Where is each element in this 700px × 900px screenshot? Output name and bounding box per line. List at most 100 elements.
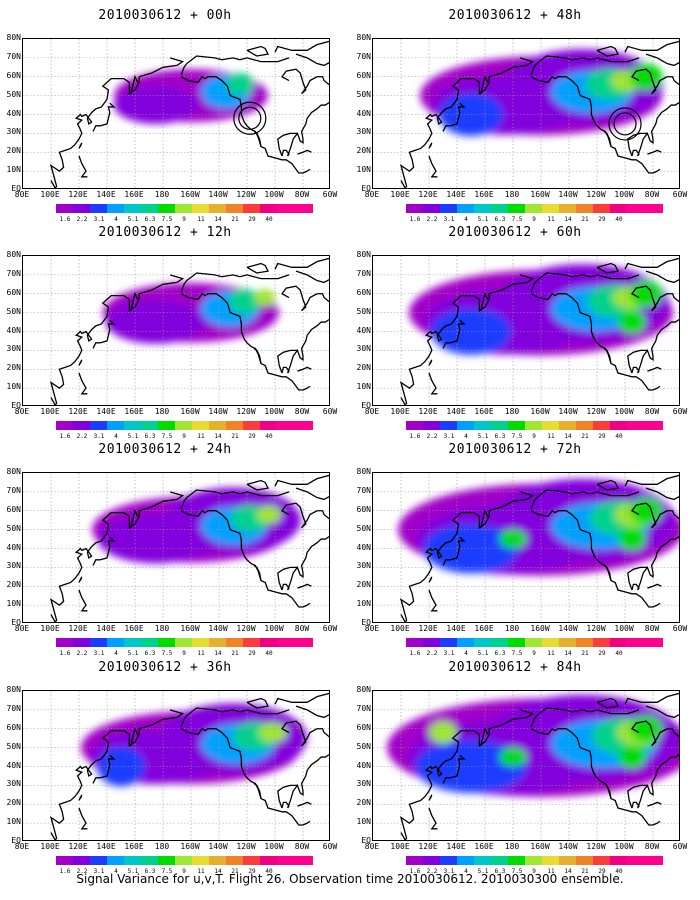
colorbar-swatch — [474, 421, 491, 430]
colorbar-swatch — [277, 204, 313, 213]
colorbar-tick-label: 21 — [581, 650, 589, 657]
lon-tick-label: 140W — [208, 190, 228, 199]
coastline — [246, 262, 269, 274]
coastline — [281, 101, 329, 157]
colorbar-tick-label: 6.3 — [144, 216, 156, 223]
colorbar-tick-label: 1.6 — [59, 650, 71, 657]
lat-tick-label: 70N — [356, 485, 371, 495]
lon-tick-label: 140E — [446, 842, 466, 851]
colorbar-tick-label: 11 — [547, 650, 555, 657]
colorbar-tick-label: 14 — [564, 868, 572, 875]
coastline — [631, 285, 679, 312]
coastline — [596, 479, 619, 491]
lon-tick-label: 120E — [418, 624, 438, 633]
colorbar-swatch — [559, 638, 576, 647]
colorbar-tick-label: 40 — [265, 216, 273, 223]
colorbar-swatch — [192, 421, 209, 430]
lat-tick-label: 50N — [356, 306, 371, 316]
coastline — [645, 487, 679, 501]
coastline — [180, 707, 290, 728]
colorbar-swatch — [73, 856, 90, 865]
lat-tick-label: 60N — [356, 287, 371, 297]
lat-tick-label: 80N — [356, 685, 371, 694]
colorbar-swatch — [457, 856, 474, 865]
lon-tick-label: 140E — [446, 407, 466, 416]
lat-tick-label: 40N — [6, 108, 21, 118]
colorbar-tick-label: 21 — [581, 433, 589, 440]
colorbar-swatch — [107, 421, 124, 430]
lon-tick-label: 100E — [390, 842, 410, 851]
colorbar-swatch — [542, 204, 559, 213]
lon-tick-label: 100W — [614, 842, 634, 851]
colorbar-tick-label: 4 — [114, 433, 118, 440]
lon-tick-label: 160W — [530, 624, 550, 633]
coastline — [253, 130, 262, 147]
colorbar-tick-label: 9 — [182, 650, 186, 657]
lat-tick-label: 30N — [356, 779, 371, 789]
colorbar-swatch — [56, 856, 73, 865]
lon-tick-label: 60W — [672, 190, 688, 199]
lon-tick-label: 100E — [40, 624, 60, 633]
colorbar-swatch — [559, 856, 576, 865]
coastline — [596, 262, 619, 274]
coastline — [297, 149, 312, 155]
map-panel-p60: 2010030612 + 60h 80N 70N 60N 50N 40N 30N 20N 10N… — [350, 225, 688, 440]
colorbar-tick-label: 29 — [248, 216, 256, 223]
colorbar-tick-label: 5.1 — [127, 216, 139, 223]
colorbar-tick-label: 2.2 — [426, 216, 438, 223]
colorbar-tick-label: 5.1 — [127, 650, 139, 657]
coastline — [530, 55, 640, 76]
colorbar-swatch — [593, 856, 610, 865]
coastline — [297, 801, 312, 807]
colorbar-tick-label: 11 — [547, 433, 555, 440]
colorbar-tick-label: 14 — [564, 216, 572, 223]
colorbar-tick-label: 5.1 — [477, 650, 489, 657]
lon-tick-label: 80W — [294, 842, 310, 851]
lat-tick-label: 80N — [356, 467, 371, 476]
coastline — [281, 285, 329, 312]
colorbar-tick-label: 40 — [615, 216, 623, 223]
colorbar-swatch — [107, 638, 124, 647]
colorbar — [56, 856, 313, 865]
colorbar-tick-label: 4 — [464, 868, 468, 875]
colorbar-swatch — [141, 856, 158, 865]
map-panel-p24: 2010030612 + 24h 80N 70N 60N 50N 40N 30N 20N 10N… — [0, 442, 338, 657]
lon-tick-label: 80W — [294, 407, 310, 416]
coastline — [645, 270, 679, 284]
colorbar-swatch — [141, 638, 158, 647]
lat-tick-label: 60N — [6, 504, 21, 514]
colorbar-tick-label: 6.3 — [144, 650, 156, 657]
lon-tick-label: 100W — [264, 624, 284, 633]
colorbar-tick-label: 9 — [182, 216, 186, 223]
lon-tick-label: 160E — [124, 407, 144, 416]
lat-tick-label: 80N — [356, 33, 371, 42]
variance-contour — [114, 86, 198, 124]
variance-contour — [499, 747, 527, 767]
coastline — [180, 489, 290, 510]
lat-tick-label: 70N — [6, 51, 21, 61]
colorbar-swatch — [124, 421, 141, 430]
colorbar-tick-label: 6.3 — [494, 216, 506, 223]
coastline — [277, 349, 298, 374]
colorbar-tick-label: 3.1 — [93, 216, 105, 223]
colorbar-swatch — [525, 421, 542, 430]
colorbar-swatch — [73, 421, 90, 430]
colorbar-tick-label: 9 — [532, 868, 536, 875]
lon-tick-label: 100W — [614, 624, 634, 633]
lat-tick-label: 50N — [356, 523, 371, 533]
coastline — [631, 535, 679, 591]
coastline — [631, 101, 679, 157]
lon-tick-label: 80E — [364, 624, 380, 633]
lon-tick-label: 100E — [390, 190, 410, 199]
coastline — [631, 68, 679, 95]
colorbar-tick-label: 3.1 — [93, 650, 105, 657]
coastline — [253, 347, 262, 364]
map-canvas — [23, 473, 329, 622]
colorbar-tick-label: 5.1 — [127, 868, 139, 875]
colorbar-tick-label: 3.1 — [443, 216, 455, 223]
colorbar-swatch — [627, 638, 663, 647]
colorbar-tick-label: 1.6 — [59, 216, 71, 223]
coastline — [180, 55, 290, 76]
colorbar-tick-label: 29 — [598, 650, 606, 657]
coastline — [530, 509, 661, 608]
